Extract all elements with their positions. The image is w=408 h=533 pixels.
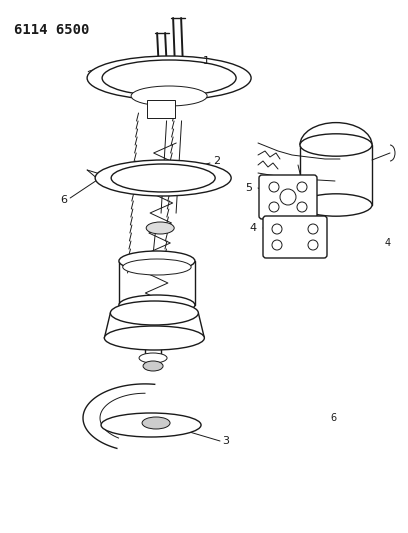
Text: 1: 1 — [203, 56, 210, 66]
FancyBboxPatch shape — [259, 175, 317, 219]
Ellipse shape — [300, 134, 372, 156]
Ellipse shape — [95, 160, 231, 196]
Ellipse shape — [102, 60, 236, 96]
Circle shape — [269, 202, 279, 212]
Circle shape — [269, 182, 279, 192]
Circle shape — [280, 189, 296, 205]
FancyBboxPatch shape — [263, 216, 327, 258]
Text: 6: 6 — [60, 195, 67, 205]
Text: 5: 5 — [245, 183, 252, 193]
Ellipse shape — [119, 295, 195, 315]
Text: 6114 6500: 6114 6500 — [14, 23, 89, 37]
Text: 6: 6 — [330, 413, 336, 423]
Text: 4: 4 — [250, 223, 257, 233]
Ellipse shape — [139, 353, 167, 363]
Ellipse shape — [143, 361, 163, 371]
Circle shape — [308, 224, 318, 234]
Ellipse shape — [111, 164, 215, 192]
Circle shape — [297, 182, 307, 192]
Circle shape — [272, 224, 282, 234]
FancyBboxPatch shape — [147, 100, 175, 118]
Ellipse shape — [87, 56, 251, 100]
Ellipse shape — [300, 194, 372, 216]
Ellipse shape — [142, 417, 170, 429]
Circle shape — [272, 240, 282, 250]
Ellipse shape — [131, 86, 207, 106]
Ellipse shape — [146, 222, 174, 234]
Ellipse shape — [110, 301, 198, 325]
Text: 4: 4 — [385, 238, 391, 248]
Text: 3: 3 — [222, 436, 229, 446]
Ellipse shape — [123, 259, 191, 275]
Ellipse shape — [104, 326, 204, 350]
Circle shape — [297, 202, 307, 212]
Ellipse shape — [101, 413, 201, 437]
Text: 2: 2 — [213, 156, 220, 166]
Ellipse shape — [119, 251, 195, 271]
Circle shape — [308, 240, 318, 250]
